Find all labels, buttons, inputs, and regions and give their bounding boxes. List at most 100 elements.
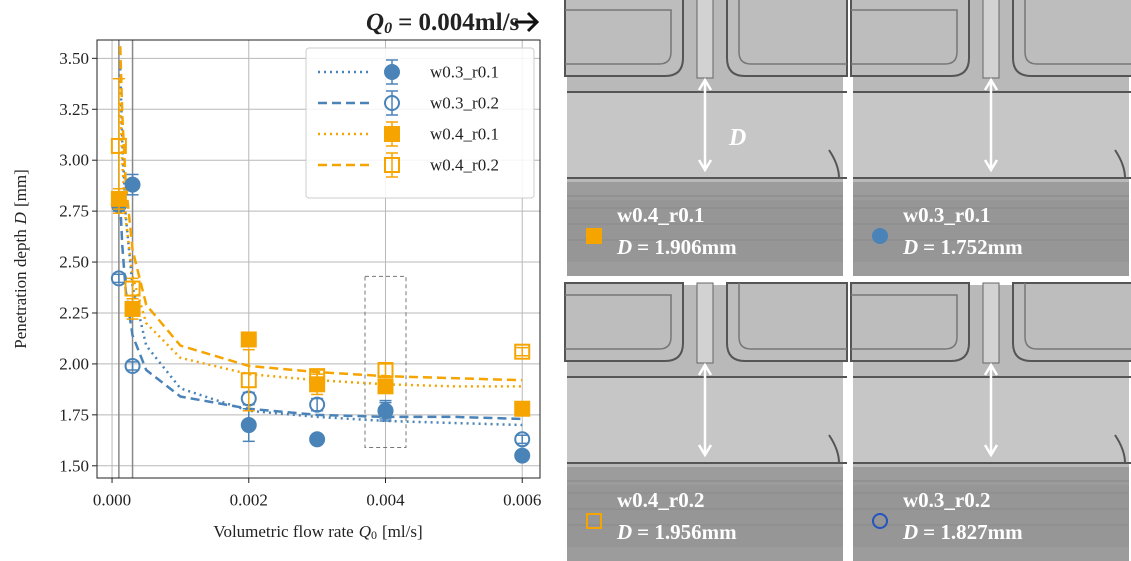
marker [124, 176, 141, 193]
data-point [240, 372, 257, 389]
data-point [514, 343, 531, 360]
label-band [853, 200, 1129, 262]
arrow-label: D [728, 125, 746, 151]
block-right-inner [1024, 0, 1131, 65]
panel-name: w0.4_r0.1 [617, 203, 705, 227]
data-point [377, 378, 394, 395]
image-panel: w0.4_r0.2 D = 1.956mm [564, 282, 848, 561]
x-tick-label: 0.002 [230, 491, 268, 510]
marker [377, 378, 394, 395]
panel-marker [586, 513, 602, 529]
image-panel: w0.3_r0.1 D = 1.752mm [850, 0, 1131, 276]
annotation-text: = 0.004ml/s [398, 9, 519, 36]
block-right [1012, 0, 1131, 77]
marker [377, 362, 394, 379]
image-panel: w0.3_r0.2 D = 1.827mm [850, 282, 1131, 561]
legend-label: w0.3_r0.1 [430, 63, 499, 82]
measure-arrow [983, 362, 999, 458]
x-tick-label: 0.004 [366, 491, 405, 510]
block-left [564, 282, 684, 362]
data-point [240, 417, 257, 434]
panel-value: D = 1.906mm [616, 235, 737, 259]
data-point [514, 400, 531, 417]
marker [124, 300, 141, 317]
x-label-symbol: Q [359, 522, 371, 541]
marker [514, 343, 531, 360]
error-bar [242, 348, 255, 412]
error-bar [112, 273, 125, 284]
marker [124, 280, 141, 297]
label-band [567, 485, 843, 547]
marker [377, 402, 394, 419]
annotation: Q0 = 0.004ml/s [366, 9, 520, 37]
legend-label: w0.4_r0.1 [430, 125, 499, 144]
block-left [850, 282, 970, 362]
y-tick-label: 1.50 [59, 456, 89, 475]
legend-marker [384, 126, 400, 142]
marker [240, 372, 257, 389]
block-left [850, 0, 970, 77]
stem [696, 0, 714, 79]
y-tick-label: 1.75 [59, 405, 89, 424]
y-tick-label: 3.00 [59, 151, 89, 170]
marker [309, 396, 326, 413]
annotation-arrow [515, 11, 540, 33]
stem [982, 282, 1000, 364]
marker [110, 137, 127, 154]
measure-arrow [983, 77, 999, 173]
error-bar [126, 361, 139, 371]
data-point [309, 431, 326, 448]
marker [514, 447, 531, 464]
block-left-inner [851, 9, 958, 65]
block-left-inner [851, 294, 958, 350]
annotation-symbol: Q [366, 9, 384, 36]
marker [124, 357, 141, 374]
y-tick-label: 2.25 [59, 303, 89, 322]
block-right [726, 0, 848, 77]
image-panel: Dw0.4_r0.1 D = 1.906mm [564, 0, 848, 276]
y-axis-label: Penetration depth D [mm] [11, 169, 30, 349]
panel-marker [872, 513, 888, 529]
y-tick-label: 2.75 [59, 202, 89, 221]
data-point [309, 368, 326, 385]
panel-symbol: D [902, 520, 918, 544]
data-point [110, 270, 127, 287]
y-label-unit: [mm] [11, 169, 30, 207]
x-label-text: Volumetric flow rate [213, 522, 353, 541]
data-point [110, 137, 127, 154]
x-tick-label: 0.006 [503, 491, 541, 510]
data-point [514, 431, 531, 448]
marker [514, 400, 531, 417]
annotation-sub: 0 [384, 20, 392, 37]
block-right [726, 282, 848, 362]
legend-label: w0.3_r0.2 [430, 94, 499, 113]
panel-text: = 1.752mm [923, 235, 1023, 259]
marker [110, 270, 127, 287]
plot-frame [96, 39, 541, 479]
panel-value: D = 1.827mm [902, 520, 1023, 544]
legend-marker [384, 95, 400, 111]
panel-name: w0.3_r0.2 [903, 488, 991, 512]
y-tick-label: 3.25 [59, 100, 89, 119]
stem [982, 0, 1000, 79]
marker [309, 368, 326, 385]
x-label-unit: [ml/s] [382, 522, 423, 541]
error-bar [311, 397, 324, 412]
y-label-text: Penetration depth [11, 229, 30, 349]
channel-edge [567, 376, 847, 464]
legend-marker [384, 157, 400, 173]
data-point [124, 280, 141, 297]
panel-text: = 1.827mm [923, 520, 1023, 544]
data-point [377, 362, 394, 379]
panel-symbol: D [616, 235, 632, 259]
legend-label: w0.4_r0.2 [430, 156, 499, 175]
data-point [124, 357, 141, 374]
data-point [514, 447, 531, 464]
marker [240, 417, 257, 434]
fit-line [118, 68, 523, 427]
panel-marker [586, 228, 602, 244]
panel-symbol: D [902, 235, 918, 259]
panel-marker [872, 228, 888, 244]
block-right-inner [1024, 283, 1131, 350]
